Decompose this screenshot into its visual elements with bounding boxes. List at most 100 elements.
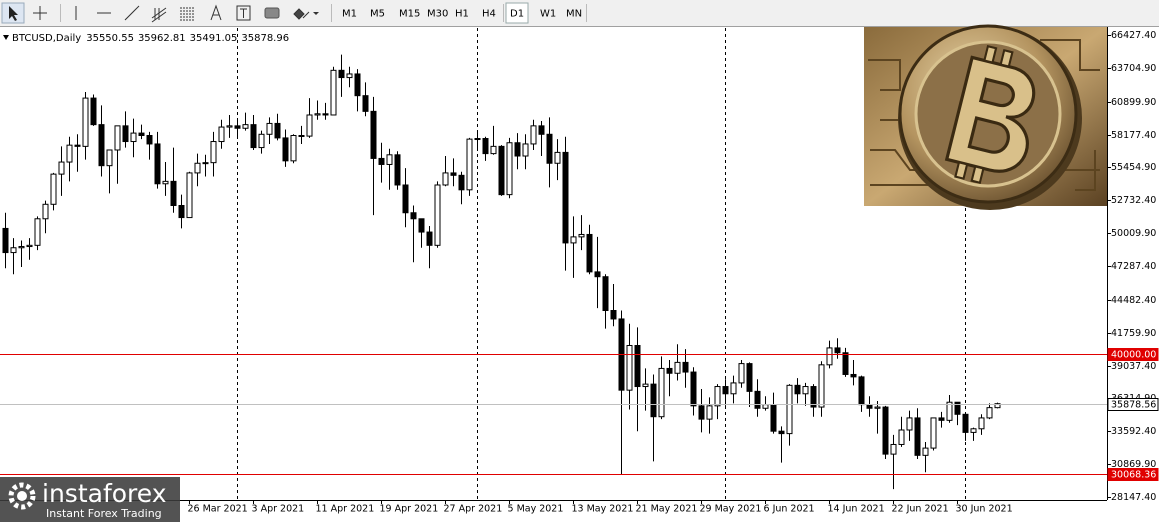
candle-body [74, 144, 81, 147]
candle-body [554, 151, 561, 164]
candle-body [386, 154, 393, 165]
header-triangle [3, 35, 9, 40]
candle-body [874, 406, 881, 409]
x-tick-label: 14 Jun 2021 [828, 504, 885, 515]
candle-body [26, 244, 33, 248]
timeframe-button[interactable] [505, 2, 529, 24]
arrows-icon[interactable] [293, 8, 310, 20]
price-tag-label: 40000.00 [1111, 350, 1156, 361]
candle-body [202, 162, 209, 165]
x-tick-label: 30 Jun 2021 [956, 504, 1013, 515]
candle-body [410, 212, 417, 220]
logo-tagline: Instant Forex Trading [46, 507, 162, 520]
price-tag-label: 35878.56 [1111, 400, 1156, 411]
candle-body [946, 401, 953, 421]
shape-icon[interactable] [264, 7, 280, 19]
logo-name: instaforex [42, 479, 167, 508]
candle-body [130, 132, 137, 143]
candle-body [882, 406, 889, 455]
candle-body [50, 173, 57, 205]
x-tick-label: 5 May 2021 [508, 504, 564, 515]
candle-body [258, 133, 265, 149]
fibo-icon[interactable] [180, 7, 194, 21]
y-tick-label: 28147.40 [1111, 492, 1156, 503]
candle-body [626, 345, 633, 391]
x-tick-label: 26 Mar 2021 [188, 504, 248, 515]
candle-body [10, 247, 17, 254]
low: 35491.05 [190, 33, 238, 44]
timeframe-label: H1 [455, 9, 469, 20]
candle-body [866, 404, 873, 409]
candle-body [754, 390, 761, 409]
timeframe-label: W1 [540, 9, 556, 20]
candle-body [570, 236, 577, 244]
candle-body [18, 246, 25, 249]
candle-body [746, 363, 753, 392]
candle-body [162, 180, 169, 185]
candle-body [138, 132, 145, 136]
y-tick-label: 55454.90 [1111, 162, 1156, 173]
label-icon[interactable] [236, 5, 251, 21]
candle-body [722, 386, 729, 395]
chart-header: BTCUSD,Daily 35550.55 35962.81 35491.05 3587… [3, 33, 289, 44]
candle-body [682, 361, 689, 373]
trendline-icon[interactable] [124, 5, 140, 21]
toolbar [0, 0, 1159, 26]
candle-body [226, 125, 233, 128]
candle-body [274, 122, 281, 139]
candle-body [978, 417, 985, 430]
candle-body [898, 429, 905, 445]
x-tick-label: 13 May 2021 [572, 504, 634, 515]
candle-body [362, 95, 369, 112]
timeframe-label: M30 [427, 9, 448, 20]
candle-body [994, 403, 1001, 409]
candle-body [42, 203, 49, 220]
candle-body [346, 73, 353, 79]
y-tick-label: 33592.40 [1111, 426, 1156, 437]
high: 35962.81 [138, 33, 186, 44]
y-tick-label: 60899.90 [1111, 97, 1156, 108]
candle-body [402, 184, 409, 214]
symbol: BTCUSD,Daily [12, 33, 81, 44]
candle-body [122, 125, 129, 143]
toolbar-icons [1, 2, 332, 24]
price-tag [1107, 468, 1159, 481]
text-icon[interactable] [210, 4, 222, 21]
candle-body [610, 310, 617, 320]
candle-body [234, 125, 241, 129]
candle-body [170, 180, 177, 207]
candle-body [194, 162, 201, 174]
candle-body [338, 69, 345, 79]
candle-body [962, 413, 969, 433]
candle-body [594, 271, 601, 278]
candle-body [186, 172, 193, 219]
candle-body [938, 417, 945, 421]
candle-body [34, 218, 41, 246]
candle-body [666, 367, 673, 374]
candle-body [306, 114, 313, 137]
candle-body [634, 345, 641, 388]
y-tick-label: 39037.40 [1111, 361, 1156, 372]
candle-body [218, 126, 225, 143]
candle-body [738, 363, 745, 384]
candle-body [818, 364, 825, 408]
channel-icon[interactable] [151, 7, 167, 23]
x-tick-label: 22 Jun 2021 [892, 504, 949, 515]
bitcoin-image [864, 24, 1107, 210]
candle-body [450, 172, 457, 176]
logo-background [0, 477, 180, 522]
candle-body [90, 97, 97, 126]
candle-body [266, 122, 273, 135]
y-tick-label: 50009.90 [1111, 228, 1156, 239]
candle-body [330, 69, 337, 116]
timeframe-bar: M1 M5 M15 M30 H1 H4 D1 W1 MN [342, 2, 587, 24]
crosshair-icon[interactable] [33, 6, 47, 20]
label-icon-t [240, 8, 247, 18]
y-tick-label: 30869.90 [1111, 459, 1156, 470]
candle-body [826, 347, 833, 366]
dropdown-icon[interactable] [313, 12, 319, 15]
y-tick-label: 66427.40 [1111, 30, 1156, 41]
candle-body [250, 124, 257, 149]
timeframe-label: M15 [399, 9, 420, 20]
